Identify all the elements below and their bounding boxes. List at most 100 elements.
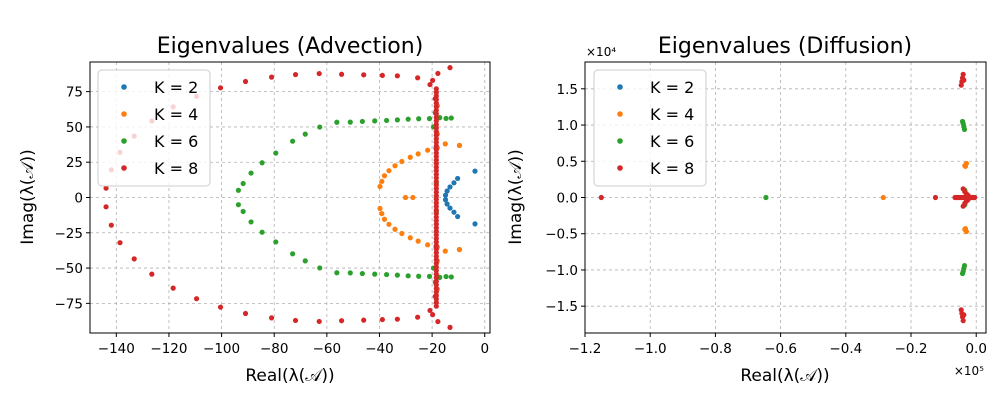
data-point [598, 194, 604, 201]
data-point [433, 228, 439, 234]
data-point [381, 216, 388, 222]
data-point [334, 270, 340, 276]
data-point [433, 275, 439, 281]
data-point [435, 318, 441, 325]
data-point [386, 168, 392, 174]
y-tick-label: 1.5 [557, 82, 578, 98]
data-point [394, 272, 400, 278]
data-point [433, 114, 439, 120]
data-point [472, 221, 478, 227]
data-point [117, 240, 123, 246]
data-point [962, 163, 969, 169]
data-point [433, 243, 439, 249]
data-point [427, 81, 433, 88]
data-point [433, 175, 439, 181]
data-point [217, 304, 224, 310]
data-point [456, 246, 463, 253]
data-point [448, 274, 454, 280]
y-axis-label: Imag(λ(𝒜)) [506, 149, 526, 244]
data-points [103, 65, 478, 330]
x-tick-label: 0.0 [965, 341, 986, 357]
data-point [131, 256, 137, 262]
data-point [103, 204, 109, 210]
data-point [442, 192, 449, 198]
data-point [338, 71, 345, 77]
y-axis-label: Imag(λ(𝒜)) [18, 149, 38, 244]
data-point [433, 303, 439, 309]
y-tick-label: 75 [66, 85, 83, 101]
data-point [433, 100, 439, 106]
x-tick-label: −100 [203, 341, 240, 357]
data-point [961, 77, 967, 83]
data-point [433, 282, 439, 288]
y-tick-label: 50 [66, 120, 83, 136]
data-point [273, 150, 279, 156]
data-point [399, 230, 405, 237]
data-point [433, 193, 439, 199]
y-tick-label: 25 [66, 155, 83, 171]
data-point [425, 242, 431, 248]
data-point [433, 210, 439, 217]
data-point [433, 86, 439, 92]
data-point [959, 270, 966, 277]
data-point [433, 125, 439, 131]
y-tick-label: 0.5 [557, 154, 578, 170]
legend-label: K = 6 [154, 132, 198, 151]
x-tick-label: −0.8 [699, 341, 732, 357]
data-point [455, 175, 461, 182]
data-point [433, 203, 439, 210]
data-point [880, 194, 886, 201]
data-point [443, 273, 449, 280]
data-point [415, 314, 421, 320]
data-point [433, 232, 439, 238]
legend-marker [121, 111, 127, 117]
data-point [379, 72, 385, 79]
data-point [426, 273, 433, 280]
legend-marker [617, 138, 623, 144]
data-point [433, 146, 439, 152]
x-tick-label: −120 [150, 341, 187, 357]
data-point [962, 226, 969, 232]
chart-title: Eigenvalues (Diffusion) [658, 34, 912, 59]
data-point [433, 157, 439, 163]
data-point [433, 182, 439, 188]
data-point [240, 180, 246, 187]
data-point [383, 117, 390, 124]
data-point [402, 194, 409, 201]
diffusion-panel: Eigenvalues (Diffusion) ×10⁴ −1.2 −1.0 −0.… [506, 34, 987, 386]
x-tick-label: −0.2 [895, 341, 928, 357]
data-point [317, 265, 323, 271]
data-point [433, 111, 439, 117]
advection-panel: Eigenvalues (Advection) −140 −120 −100 −80−… [18, 34, 491, 386]
x-tick-label: −60 [313, 341, 342, 357]
data-point [433, 296, 439, 302]
data-point [456, 142, 463, 149]
x-tick-label: 0 [480, 341, 489, 357]
data-point [399, 158, 405, 165]
y-tick-label: −1.5 [545, 299, 578, 315]
legend-label: K = 6 [650, 132, 694, 151]
x-tick-label: −80 [260, 341, 289, 357]
legend-label: K = 8 [154, 159, 198, 178]
x-axis-multiplier: ×10⁵ [954, 364, 984, 378]
legend-marker [121, 138, 127, 144]
data-point [433, 267, 439, 274]
data-point [170, 285, 176, 291]
x-tick-label: −40 [365, 341, 394, 357]
data-point [433, 161, 439, 167]
data-point [416, 273, 422, 279]
data-point [149, 271, 155, 277]
data-point [426, 115, 433, 122]
data-point [971, 194, 978, 201]
data-point [932, 194, 939, 201]
legend-marker [121, 84, 127, 90]
data-point [394, 316, 400, 322]
data-point [433, 153, 439, 160]
data-point [442, 141, 448, 147]
data-point [405, 273, 411, 279]
data-point [433, 235, 439, 242]
data-point [433, 200, 439, 206]
data-point [103, 185, 109, 191]
data-point [316, 70, 322, 77]
data-point [433, 150, 439, 156]
